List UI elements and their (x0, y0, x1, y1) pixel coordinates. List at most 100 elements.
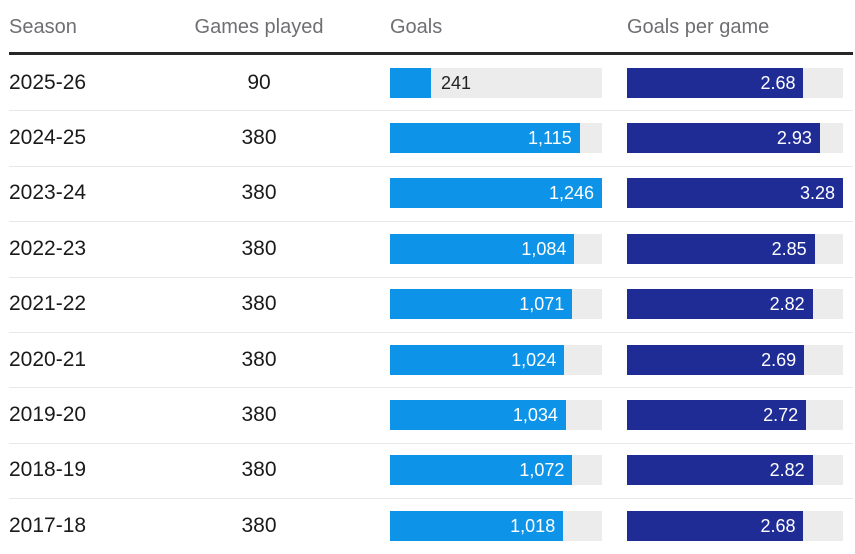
goals-cell: 1,018 (340, 510, 627, 541)
goals-per-game-bar: 2.72 (627, 400, 807, 431)
goals-cell: 1,024 (340, 344, 627, 375)
goals-per-game-value: 2.82 (769, 294, 805, 315)
goals-bar: 1,072 (390, 455, 573, 486)
goals-per-game-bar: 2.82 (627, 455, 813, 486)
goals-per-game-bar: 2.85 (627, 233, 815, 264)
goals-per-game-bar-track: 2.85 (627, 233, 843, 264)
table-row: 2019-20 380 1,034 2.72 (0, 387, 855, 442)
table-row: 2024-25 380 1,115 2.93 (0, 110, 855, 165)
season-cell: 2023-24 (9, 181, 87, 205)
table-row: 2018-19 380 1,072 2.82 (0, 442, 855, 498)
goals-bar: 1,246 (390, 178, 602, 209)
table-body: 2025-26 90 241 2.68 2024-25 380 (0, 55, 855, 554)
games-played-cell: 380 (241, 181, 277, 205)
goals-cell: 1,246 (340, 178, 627, 209)
goals-per-game-cell: 3.28 (627, 178, 855, 209)
goals-bar-track: 1,115 (390, 123, 602, 154)
goals-bar: 1,084 (390, 233, 575, 264)
games-played-cell: 380 (241, 458, 277, 482)
games-played-cell: 380 (241, 292, 277, 316)
goals-value: 1,034 (512, 405, 558, 426)
goals-per-game-value: 2.69 (761, 349, 797, 370)
goals-per-game-bar: 2.69 (627, 344, 805, 375)
goals-per-game-cell: 2.68 (627, 510, 855, 541)
goals-cell: 1,071 (340, 289, 627, 320)
goals-per-game-bar-track: 2.69 (627, 344, 843, 375)
goals-bar: 1,071 (390, 289, 573, 320)
header-games-played: Games played (194, 16, 324, 38)
table-row: 2025-26 90 241 2.68 (0, 55, 855, 110)
goals-per-game-bar-track: 3.28 (627, 178, 843, 209)
goals-per-game-cell: 2.93 (627, 123, 855, 154)
goals-value: 1,018 (510, 515, 556, 536)
goals-per-game-cell: 2.69 (627, 344, 855, 375)
goals-bar-track: 1,071 (390, 289, 602, 320)
table-row: 2023-24 380 1,246 3.28 (0, 165, 855, 221)
goals-cell: 1,034 (340, 400, 627, 431)
goals-per-game-bar-track: 2.82 (627, 455, 843, 486)
season-cell: 2024-25 (9, 126, 87, 150)
goals-per-game-bar-track: 2.68 (627, 510, 843, 541)
goals-bar-track: 1,024 (390, 344, 602, 375)
goals-bar-track: 1,018 (390, 510, 602, 541)
goals-bar-track: 1,246 (390, 178, 602, 209)
games-played-cell: 90 (247, 70, 271, 94)
games-played-cell: 380 (241, 347, 277, 371)
goals-cell: 1,072 (340, 455, 627, 486)
goals-value: 1,071 (519, 294, 565, 315)
season-cell: 2022-23 (9, 236, 87, 260)
goals-per-game-cell: 2.82 (627, 289, 855, 320)
goals-per-game-bar: 2.93 (627, 123, 820, 154)
goals-bar: 1,018 (390, 510, 564, 541)
goals-value: 241 (441, 72, 472, 93)
goals-per-game-value: 3.28 (799, 183, 835, 204)
goals-per-game-cell: 2.85 (627, 233, 855, 264)
goals-per-game-value: 2.68 (760, 72, 796, 93)
goals-cell: 1,115 (340, 123, 627, 154)
goals-value: 1,024 (511, 349, 557, 370)
header-goals-per-game: Goals per game (627, 16, 770, 38)
season-cell: 2025-26 (9, 70, 87, 94)
goals-per-game-bar: 2.82 (627, 289, 813, 320)
games-played-cell: 380 (241, 513, 277, 537)
goals-per-game-value: 2.68 (760, 515, 796, 536)
goals-per-game-value: 2.72 (763, 405, 799, 426)
header-season: Season (9, 16, 77, 38)
goals-per-game-cell: 2.68 (627, 67, 855, 98)
goals-per-game-value: 2.85 (771, 238, 807, 259)
season-cell: 2021-22 (9, 292, 87, 316)
goals-per-game-bar-track: 2.68 (627, 67, 843, 98)
goals-bar: 1,034 (390, 400, 566, 431)
goals-cell: 1,084 (340, 233, 627, 264)
goals-value: 1,246 (548, 183, 594, 204)
season-cell: 2018-19 (9, 458, 87, 482)
table-row: 2017-18 380 1,018 2.68 (0, 498, 855, 553)
goals-value: 1,072 (519, 460, 565, 481)
goals-per-game-cell: 2.72 (627, 400, 855, 431)
goals-per-game-cell: 2.82 (627, 455, 855, 486)
table-row: 2021-22 380 1,071 2.82 (0, 276, 855, 332)
goals-cell: 241 (340, 67, 627, 98)
goals-bar-track: 1,072 (390, 455, 602, 486)
goals-per-game-bar: 3.28 (627, 178, 843, 209)
season-cell: 2019-20 (9, 403, 87, 427)
goals-bar-track: 1,084 (390, 233, 602, 264)
table-row: 2022-23 380 1,084 2.85 (0, 221, 855, 276)
goals-bar-track: 1,034 (390, 400, 602, 431)
goals-per-game-bar: 2.68 (627, 510, 804, 541)
goals-per-game-value: 2.82 (769, 460, 805, 481)
table-header: Season Games played Goals Goals per game (0, 0, 855, 55)
goals-bar (390, 67, 431, 98)
goals-per-game-bar-track: 2.82 (627, 289, 843, 320)
goals-bar: 1,024 (390, 344, 565, 375)
goals-value: 1,115 (528, 128, 572, 149)
games-played-cell: 380 (241, 403, 277, 427)
goals-per-game-bar-track: 2.93 (627, 123, 843, 154)
goals-value: 1,084 (521, 238, 567, 259)
goals-bar: 1,115 (390, 123, 580, 154)
goals-per-game-value: 2.93 (776, 128, 812, 149)
season-cell: 2017-18 (9, 513, 87, 537)
goals-per-game-bar-track: 2.72 (627, 400, 843, 431)
games-played-cell: 380 (241, 126, 277, 150)
